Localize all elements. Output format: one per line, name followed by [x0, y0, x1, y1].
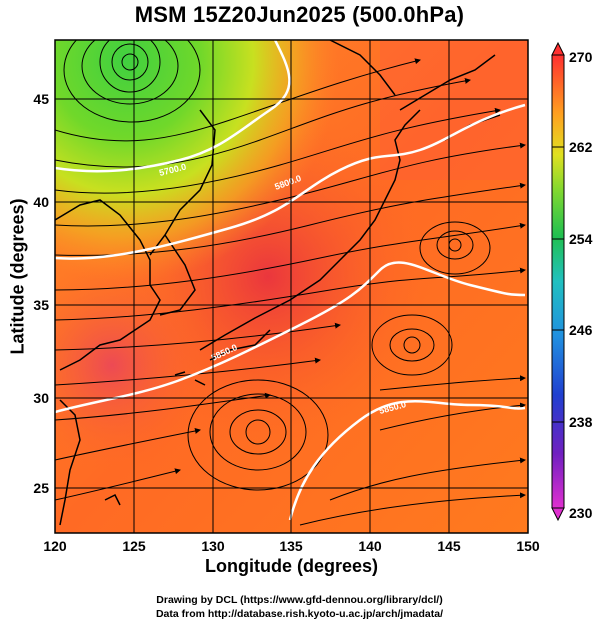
y-tick-labels: 25 30 35 40 45	[33, 91, 49, 496]
colorbar-tick: 254	[569, 231, 593, 247]
colorbar-max-arrow	[551, 41, 565, 56]
y-tick: 35	[33, 297, 49, 313]
colorbar-tick: 262	[569, 139, 593, 155]
credit-drawing: Drawing by DCL (https://www.gfd-dennou.o…	[156, 594, 443, 606]
colorbar-min-arrow	[551, 507, 565, 522]
colorbar-tick: 246	[569, 322, 593, 338]
x-tick: 150	[516, 538, 540, 554]
x-tick: 140	[358, 538, 382, 554]
plot-frame	[54, 39, 529, 534]
colorbar-tick: 238	[569, 414, 593, 430]
y-tick: 30	[33, 390, 49, 406]
contour-5800	[55, 103, 526, 260]
contour-5850-b	[288, 400, 526, 521]
x-tick: 120	[43, 538, 67, 554]
contour-5850-a	[55, 261, 526, 414]
x-tick: 135	[279, 538, 303, 554]
colorbar: 270 262 254 246 238 230	[551, 41, 593, 522]
x-axis-label: Longitude (degrees)	[204, 556, 378, 576]
wind-streamlines	[55, 40, 526, 526]
contour-5700	[55, 40, 291, 173]
colorbar-tick: 270	[569, 49, 593, 65]
x-tick: 145	[437, 538, 461, 554]
height-contours	[55, 40, 526, 521]
map-title: MSM 15Z20Jun2025 (500.0hPa)	[134, 2, 465, 27]
credit-data: Data from http://database.rish.kyoto-u.a…	[155, 608, 444, 620]
colorbar-tick: 230	[569, 505, 593, 521]
x-tick-labels: 120 125 130 135 140 145 150	[43, 538, 540, 554]
y-tick: 25	[33, 480, 49, 496]
x-tick: 130	[201, 538, 225, 554]
y-tick: 45	[33, 91, 49, 107]
y-axis-label: Latitude (degrees)	[7, 198, 28, 355]
grid	[55, 40, 528, 533]
y-tick: 40	[33, 194, 49, 210]
x-tick: 125	[122, 538, 146, 554]
